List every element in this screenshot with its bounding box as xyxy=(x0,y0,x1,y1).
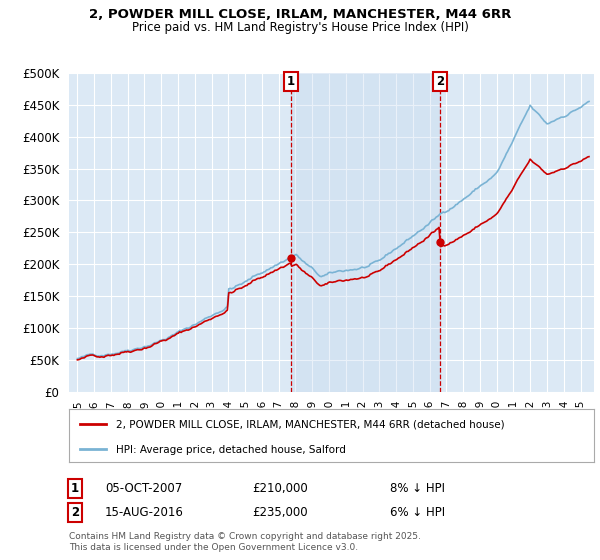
Text: 2: 2 xyxy=(71,506,79,519)
Text: 2: 2 xyxy=(436,74,444,87)
Bar xyxy=(291,73,440,392)
Text: HPI: Average price, detached house, Salford: HPI: Average price, detached house, Salf… xyxy=(116,445,346,455)
Text: 8% ↓ HPI: 8% ↓ HPI xyxy=(390,482,445,495)
Text: 2, POWDER MILL CLOSE, IRLAM, MANCHESTER, M44 6RR: 2, POWDER MILL CLOSE, IRLAM, MANCHESTER,… xyxy=(89,8,511,21)
Text: Price paid vs. HM Land Registry's House Price Index (HPI): Price paid vs. HM Land Registry's House … xyxy=(131,21,469,34)
Text: £210,000: £210,000 xyxy=(252,482,308,495)
Text: £235,000: £235,000 xyxy=(252,506,308,519)
Text: 2, POWDER MILL CLOSE, IRLAM, MANCHESTER, M44 6RR (detached house): 2, POWDER MILL CLOSE, IRLAM, MANCHESTER,… xyxy=(116,420,505,430)
Text: Contains HM Land Registry data © Crown copyright and database right 2025.: Contains HM Land Registry data © Crown c… xyxy=(69,532,421,541)
Text: 1: 1 xyxy=(71,482,79,495)
Text: This data is licensed under the Open Government Licence v3.0.: This data is licensed under the Open Gov… xyxy=(69,543,358,552)
Text: 1: 1 xyxy=(287,74,295,87)
Text: 15-AUG-2016: 15-AUG-2016 xyxy=(105,506,184,519)
Text: 05-OCT-2007: 05-OCT-2007 xyxy=(105,482,182,495)
Text: 6% ↓ HPI: 6% ↓ HPI xyxy=(390,506,445,519)
